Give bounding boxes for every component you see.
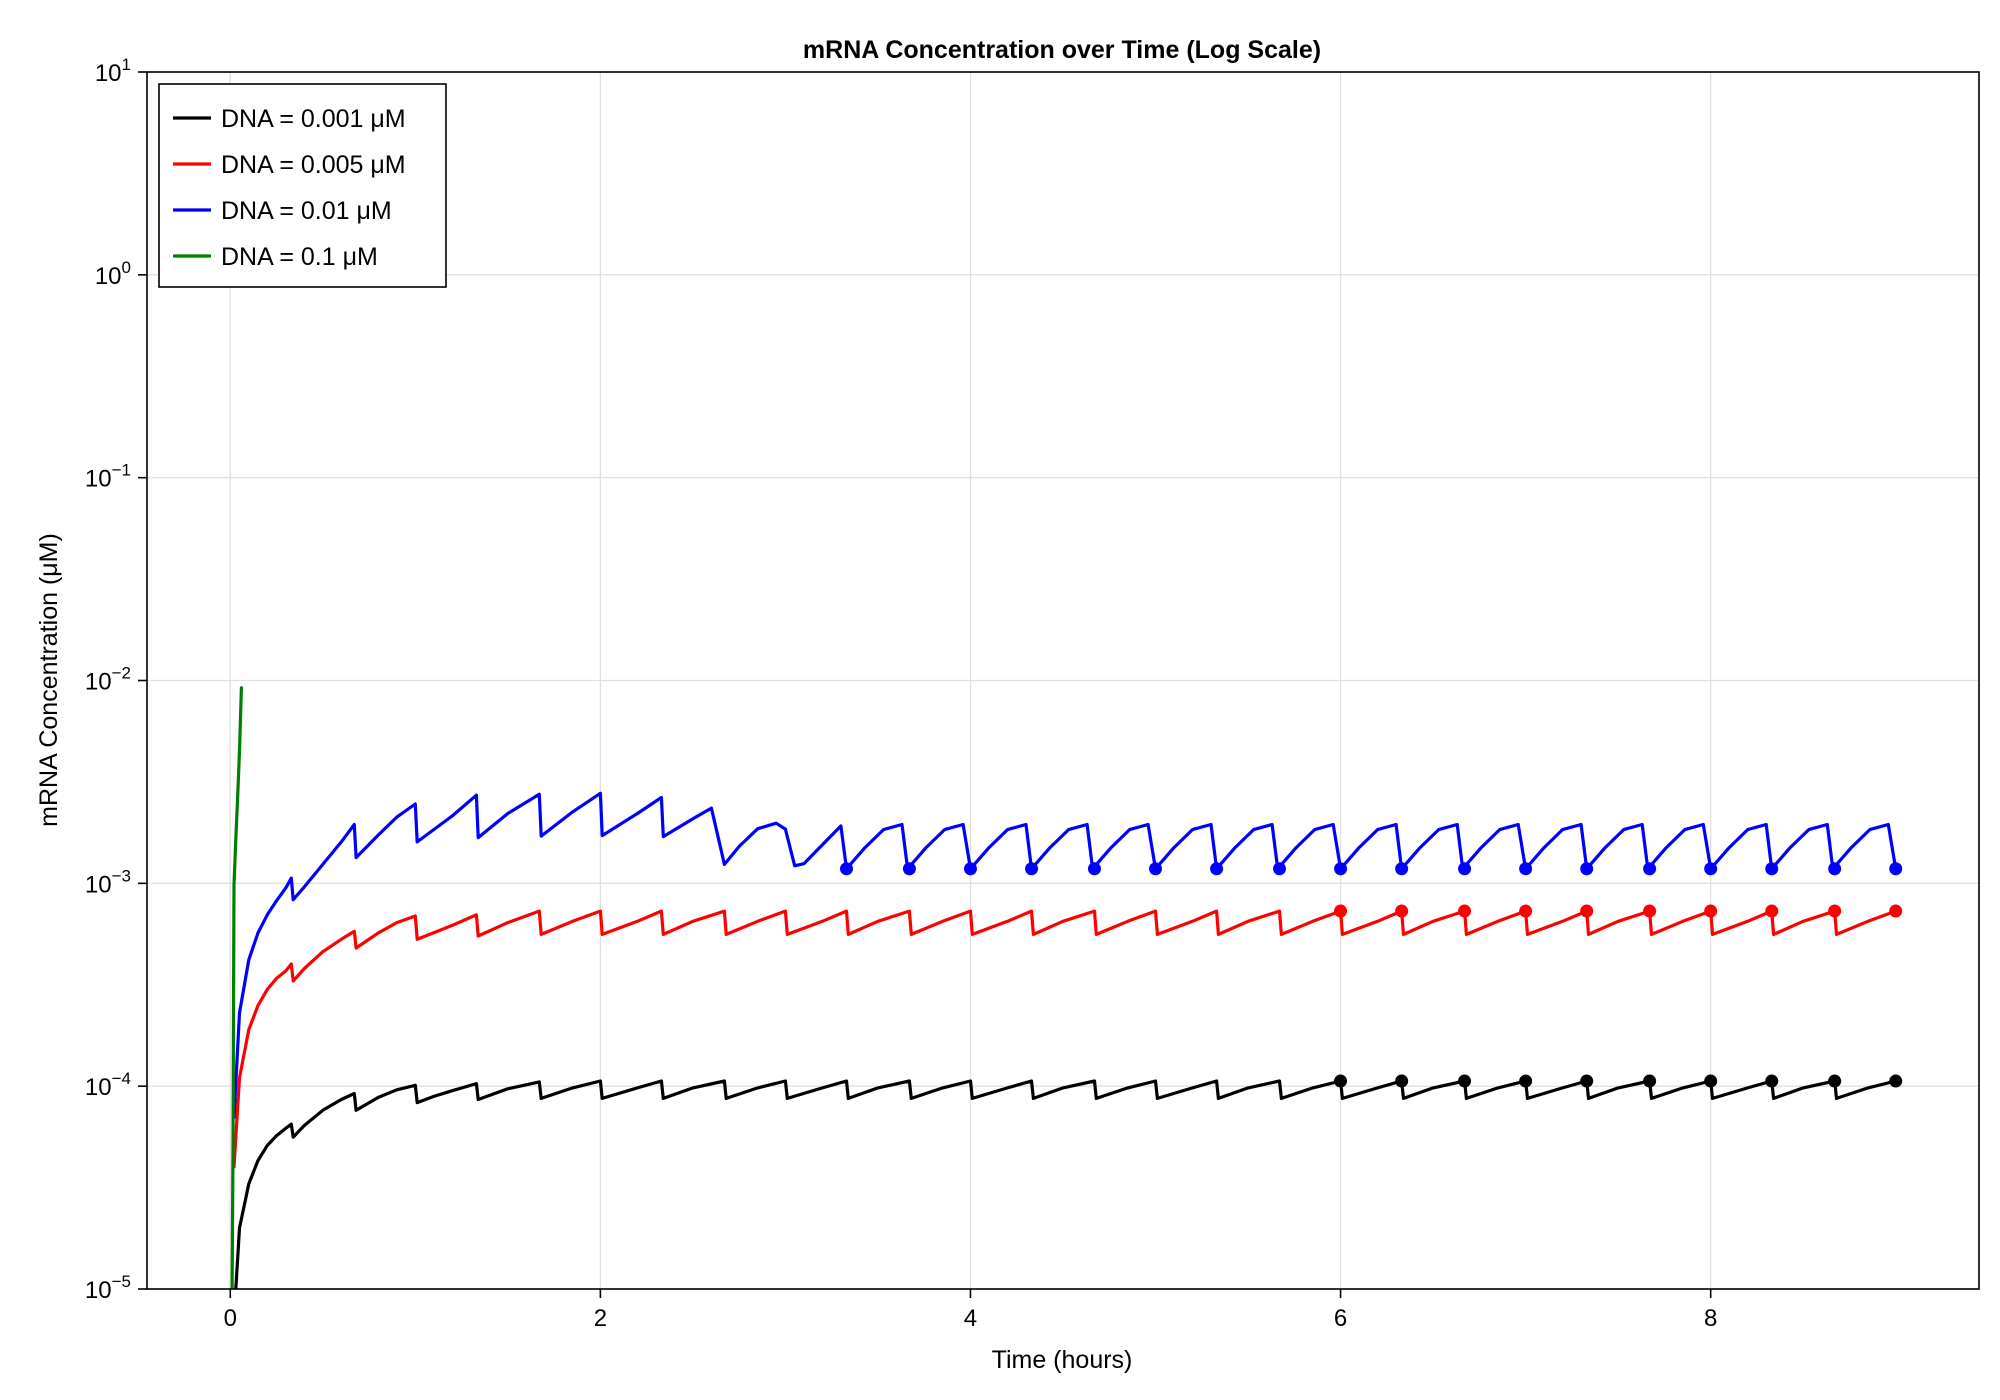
x-tick-label: 4 [964, 1305, 977, 1332]
series-point [1519, 1074, 1533, 1088]
series-point [1087, 862, 1101, 876]
series-point [1828, 1074, 1842, 1088]
series-point [1704, 1074, 1718, 1088]
series-point [1334, 1074, 1348, 1088]
y-tick-label: 10−5 [85, 1272, 131, 1304]
series-line [232, 791, 1898, 1120]
series-point [1889, 862, 1903, 876]
y-tick-exponent: 0 [122, 258, 131, 277]
series-point [1519, 862, 1533, 876]
y-tick-base: 10 [85, 1074, 112, 1101]
series-point [839, 862, 853, 876]
series-point [1334, 904, 1348, 918]
y-tick-base: 10 [95, 60, 122, 87]
legend-label: DNA = 0.01 μM [221, 197, 392, 225]
series-point [1765, 862, 1779, 876]
legend: DNA = 0.001 μM DNA = 0.005 μM DNA = 0.01 μ… [158, 83, 447, 288]
series-point [1210, 862, 1224, 876]
series-point [1519, 904, 1533, 918]
y-tick-label: 10−2 [85, 664, 131, 696]
series-point [1828, 862, 1842, 876]
series-line [232, 909, 1898, 1169]
y-tick-base: 10 [95, 263, 122, 290]
y-tick-exponent: −4 [112, 1069, 131, 1088]
y-tick-exponent: 1 [122, 55, 131, 74]
y-tick-base: 10 [85, 1277, 112, 1304]
y-axis-label: mRNA Concentration (μM) [35, 533, 63, 827]
y-tick-exponent: −3 [112, 866, 131, 885]
series-line [230, 686, 243, 1289]
series-point [1643, 862, 1657, 876]
y-tick-label: 100 [95, 258, 131, 290]
series-point [1580, 1074, 1594, 1088]
plot-area [230, 686, 1903, 1289]
series-point [1580, 862, 1594, 876]
series-point [902, 862, 916, 876]
x-tick-label: 6 [1334, 1305, 1347, 1332]
series-point [1458, 904, 1472, 918]
x-tick-label: 2 [594, 1305, 607, 1332]
y-tick-base: 10 [85, 466, 112, 493]
series-point [1458, 1074, 1472, 1088]
y-tick-label: 10−1 [85, 461, 131, 493]
x-tick-label: 0 [224, 1305, 237, 1332]
legend-label: DNA = 0.1 μM [221, 243, 378, 271]
series-point [1273, 862, 1287, 876]
legend-label: DNA = 0.001 μM [221, 105, 406, 133]
series-point [1334, 862, 1348, 876]
series-point [1395, 904, 1409, 918]
y-tick-exponent: −2 [112, 664, 131, 683]
series-point [1149, 862, 1163, 876]
y-tick-label: 10−4 [85, 1069, 131, 1101]
series-point [1889, 904, 1903, 918]
y-tick-base: 10 [85, 871, 112, 898]
series-point [1643, 1074, 1657, 1088]
series-point [1704, 904, 1718, 918]
series-point [1458, 862, 1472, 876]
y-tick-exponent: −5 [112, 1272, 131, 1291]
series-point [1580, 904, 1594, 918]
chart-title: mRNA Concentration over Time (Log Scale) [803, 36, 1321, 64]
legend-label: DNA = 0.005 μM [221, 151, 406, 179]
y-tick-label: 101 [95, 55, 131, 87]
series-point [1828, 904, 1842, 918]
series-point [1889, 1074, 1903, 1088]
series-point [1395, 1074, 1409, 1088]
series-point [1765, 1074, 1779, 1088]
series-point [1765, 904, 1779, 918]
y-tick-exponent: −1 [112, 461, 131, 480]
series-point [1025, 862, 1039, 876]
series-point [1704, 862, 1718, 876]
grid [147, 71, 1979, 1290]
series-point [1395, 862, 1409, 876]
x-axis-label: Time (hours) [992, 1346, 1133, 1374]
series-point [963, 862, 977, 876]
y-tick-label: 10−3 [85, 866, 131, 898]
x-tick-label: 8 [1704, 1305, 1717, 1332]
y-tick-base: 10 [85, 669, 112, 696]
series-point [1643, 904, 1657, 918]
